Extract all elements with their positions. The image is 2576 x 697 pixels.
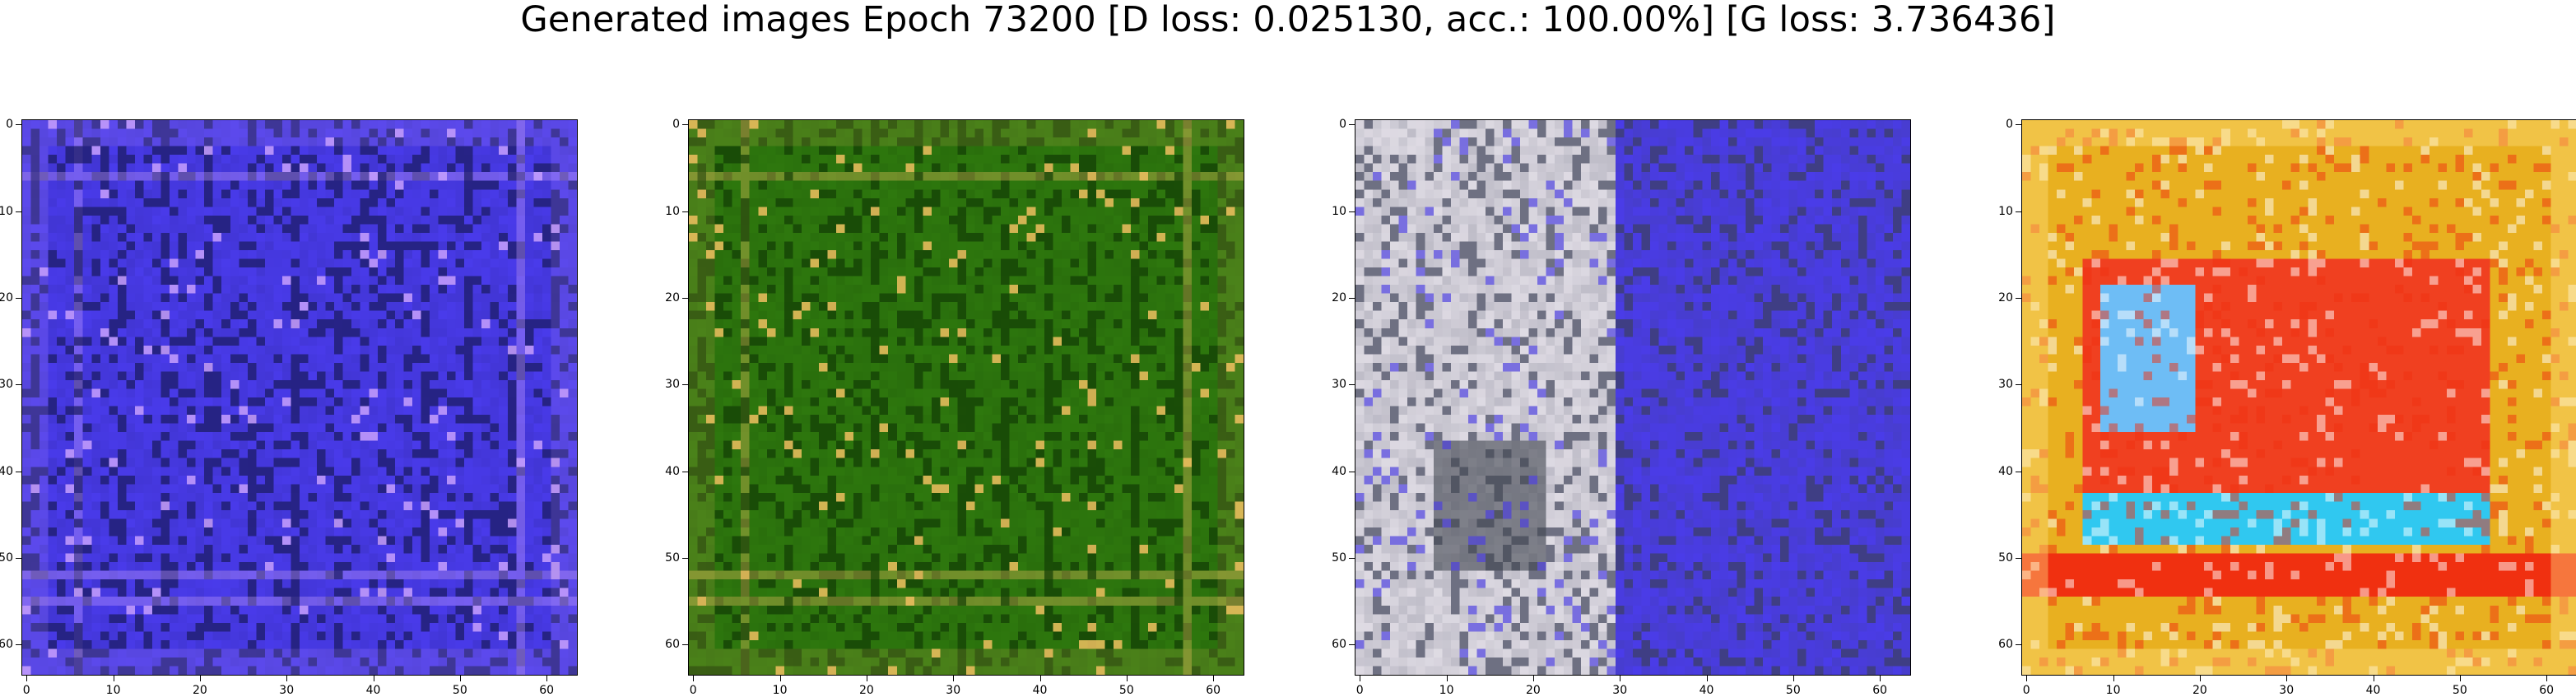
x-tick [26,676,27,681]
y-tick-label: 50 [662,551,680,565]
y-tick-label: 0 [1995,118,2013,131]
y-tick-label: 40 [1995,465,2013,478]
x-tick [460,676,461,681]
figure-title: Generated images Epoch 73200 [D loss: 0.… [0,0,2576,39]
x-tick [2026,676,2027,681]
generated-image-1-pixels [22,120,577,675]
y-tick-label: 50 [1328,551,1346,565]
x-tick [2113,676,2114,681]
y-tick [682,124,688,125]
generated-image-2-pixels [689,120,1244,675]
generated-image-2 [688,119,1244,676]
y-tick-label: 30 [1995,378,2013,391]
y-tick [2016,384,2021,385]
y-tick [16,644,21,645]
y-tick-label: 30 [1328,378,1346,391]
y-tick-label: 60 [662,638,680,651]
y-tick [1349,384,1355,385]
y-tick [16,211,21,212]
y-tick-label: 10 [662,205,680,218]
y-tick-label: 50 [0,551,13,565]
y-tick [682,558,688,559]
generated-image-3 [1355,119,1911,676]
x-tick [2546,676,2547,681]
y-tick [16,558,21,559]
y-tick-label: 20 [662,291,680,304]
y-tick [2016,124,2021,125]
y-tick-label: 0 [0,118,13,131]
y-tick-label: 50 [1995,551,2013,565]
y-tick [1349,211,1355,212]
y-tick-label: 40 [1328,465,1346,478]
x-tick [1447,676,1448,681]
y-tick [2016,558,2021,559]
x-tick [2200,676,2201,681]
x-tick [693,676,694,681]
y-tick-label: 20 [1328,291,1346,304]
x-tick [780,676,781,681]
x-tick [2460,676,2461,681]
y-tick [682,298,688,299]
y-tick-label: 20 [1995,291,2013,304]
y-tick [682,644,688,645]
x-tick [1793,676,1794,681]
y-tick [2016,298,2021,299]
x-tick [1127,676,1128,681]
y-tick [16,124,21,125]
y-tick [1349,298,1355,299]
y-tick-label: 20 [0,291,13,304]
y-tick-label: 60 [1328,638,1346,651]
y-tick-label: 0 [1328,118,1346,131]
y-tick-label: 40 [662,465,680,478]
x-tick [2286,676,2287,681]
y-tick [1349,124,1355,125]
y-tick [16,298,21,299]
y-tick [1349,558,1355,559]
x-tick [200,676,201,681]
y-tick [2016,211,2021,212]
y-tick [16,384,21,385]
x-tick [1040,676,1041,681]
x-tick [953,676,954,681]
x-tick [1213,676,1214,681]
y-tick-label: 30 [662,378,680,391]
y-tick [682,211,688,212]
y-tick-label: 10 [1995,205,2013,218]
y-tick-label: 60 [0,638,13,651]
y-tick-label: 30 [0,378,13,391]
x-tick [1533,676,1534,681]
generated-image-1 [21,119,578,676]
y-tick-label: 60 [1995,638,2013,651]
generated-image-4 [2021,119,2576,676]
generated-image-4-pixels [2022,120,2576,675]
generated-image-3-pixels [1355,120,1910,675]
x-tick [546,676,547,681]
x-tick [286,676,287,681]
y-tick [2016,644,2021,645]
y-tick-label: 10 [1328,205,1346,218]
x-tick [1707,676,1708,681]
y-tick-label: 0 [662,118,680,131]
y-tick-label: 40 [0,465,13,478]
y-tick [682,384,688,385]
y-tick-label: 10 [0,205,13,218]
y-tick [1349,644,1355,645]
x-tick [1880,676,1881,681]
